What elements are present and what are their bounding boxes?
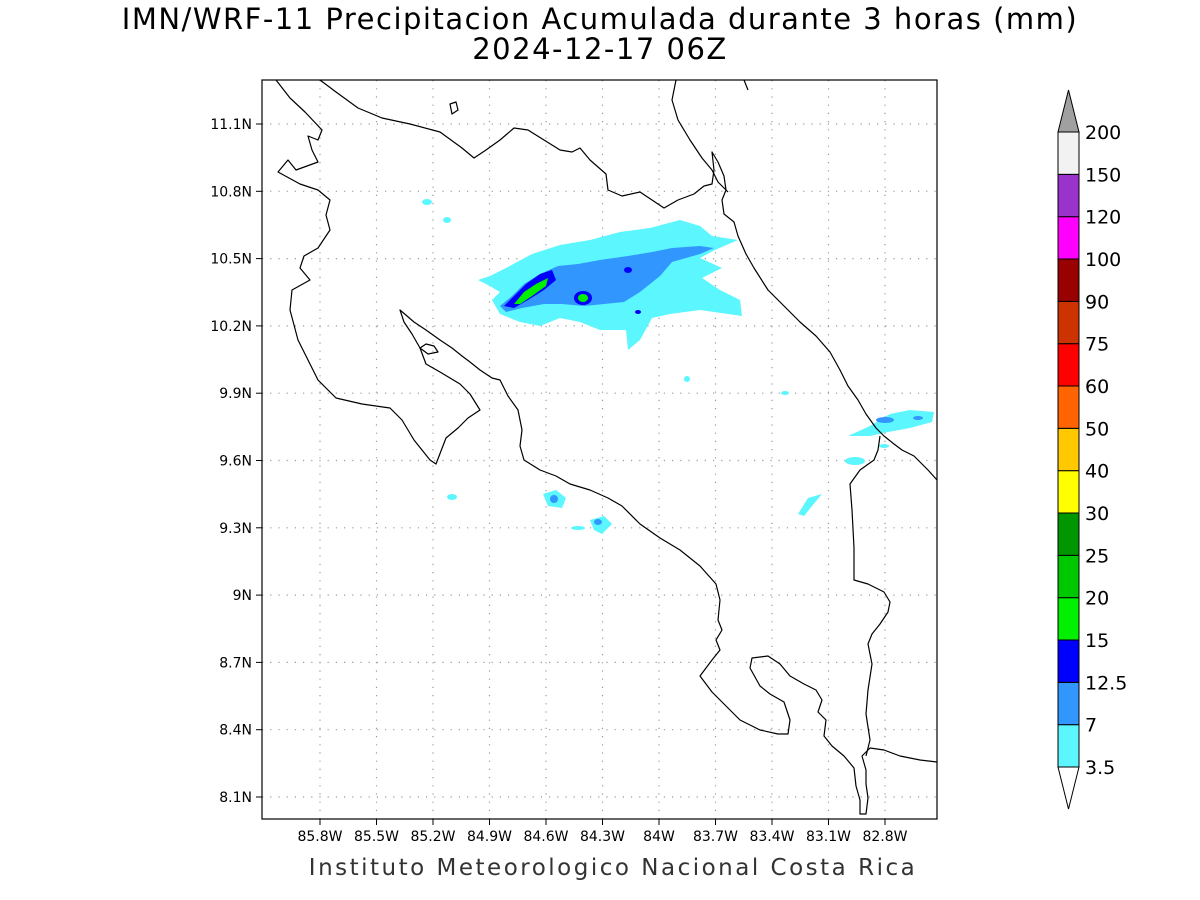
colorbar-swatch	[1057, 681, 1080, 726]
colorbar-swatch	[1057, 597, 1080, 641]
footer-credit: Instituto Meteorologico Nacional Costa R…	[308, 855, 918, 881]
colorbar-swatch	[1057, 173, 1080, 218]
lat-tick-label: 9N	[233, 588, 252, 604]
nicaragua-lake-shore	[275, 79, 938, 815]
lon-tick-label: 84W	[643, 829, 675, 845]
colorbar-swatch	[1057, 724, 1080, 768]
colorbar-level-label: 75	[1085, 334, 1109, 356]
colorbar-swatch	[1057, 470, 1080, 514]
precip-cell-e3	[879, 444, 889, 448]
nicaragua-border	[671, 79, 729, 193]
lon-tick-label: 85.2W	[410, 829, 455, 845]
colorbar-level-label: 100	[1085, 249, 1121, 271]
colorbar-swatch	[1057, 385, 1080, 429]
map-axes: 85.8W 85.5W 85.2W 84.9W 84.6W 84.3W 84W 83.7W 83…	[210, 117, 907, 845]
lon-tick-label: 85.8W	[297, 829, 342, 845]
colorbar-swatch	[1057, 427, 1080, 472]
precip-cell-c2	[781, 391, 789, 395]
precip-cell-e2	[845, 457, 865, 465]
colorbar-level-label: 12.5	[1085, 672, 1127, 694]
colorbar-level-label: 90	[1085, 291, 1109, 313]
lat-tick-label: 10.2N	[210, 319, 252, 335]
lat-tick-label: 11.1N	[210, 117, 252, 133]
precip-cell-s4-core	[594, 519, 602, 525]
colorbar-level-label: 7	[1085, 715, 1097, 737]
lon-tick-label: 83.4W	[749, 829, 794, 845]
colorbar-level-label: 50	[1085, 418, 1109, 440]
colorbar-bottom-arrow	[1057, 766, 1080, 810]
map-title: IMN/WRF-11 Precipitacion Acumulada duran…	[121, 2, 1079, 36]
colorbar: 3.5 7 12.5 15 20 25 30 40 50 60 75 90 100 120 150 200	[1057, 89, 1127, 810]
colorbar-top-arrow	[1057, 89, 1080, 133]
colorbar-swatch	[1057, 216, 1080, 260]
coastlines	[275, 79, 938, 815]
precip-cell-e4	[798, 494, 822, 516]
precip-cell-n2	[443, 217, 451, 223]
colorbar-level-label: 25	[1085, 545, 1109, 567]
precip-12p5-cell-3	[635, 310, 641, 314]
colorbar-level-label: 30	[1085, 503, 1109, 525]
island	[419, 343, 439, 355]
lat-tick-label: 10.8N	[210, 184, 252, 200]
lon-tick-label: 83.7W	[693, 829, 738, 845]
map-frame	[261, 79, 938, 820]
colorbar-swatch	[1057, 131, 1080, 175]
lat-tick-label: 10.5N	[210, 252, 252, 268]
colorbar-level-label: 15	[1085, 630, 1109, 652]
colorbar-swatch	[1057, 639, 1080, 683]
precip-cell-s1	[447, 494, 457, 500]
precip-cell-c1	[684, 376, 690, 382]
north-coast	[319, 79, 938, 481]
precip-15-cell	[578, 294, 588, 302]
precip-cell-n1	[422, 199, 432, 205]
lon-tick-label: 84.6W	[523, 829, 568, 845]
map-subtitle: 2024-12-17 06Z	[472, 32, 728, 66]
lon-tick-label: 84.3W	[580, 829, 625, 845]
colorbar-level-label: 60	[1085, 376, 1109, 398]
precip-cell-s4	[590, 516, 612, 534]
lat-tick-label: 8.7N	[219, 655, 252, 671]
lon-tick-label: 83.1W	[806, 829, 851, 845]
lat-tick-label: 8.4N	[219, 723, 252, 739]
lat-tick-label: 9.6N	[219, 454, 252, 470]
colorbar-swatch	[1057, 258, 1080, 302]
colorbar-level-label: 3.5	[1085, 757, 1115, 779]
lat-tick-label: 9.9N	[219, 386, 252, 402]
colorbar-swatch	[1057, 343, 1080, 387]
colorbar-level-label: 150	[1085, 164, 1121, 186]
colorbar-level-label: 40	[1085, 461, 1109, 483]
map-grid	[262, 80, 937, 819]
colorbar-level-label: 20	[1085, 588, 1109, 610]
colorbar-swatch	[1057, 300, 1080, 345]
precip-cell-s2-core	[550, 495, 558, 503]
precip-cell-e1-core	[876, 417, 894, 423]
precip-cell-e1	[848, 410, 934, 436]
precip-cell-s3	[571, 526, 585, 530]
colorbar-swatch	[1057, 554, 1080, 599]
lat-tick-label: 8.1N	[219, 790, 252, 806]
precip-7-main	[500, 246, 714, 312]
lon-tick-label: 84.9W	[467, 829, 512, 845]
lat-tick-label: 9.3N	[219, 521, 252, 537]
precip-15-core	[514, 278, 548, 304]
inner-gulf	[743, 79, 749, 91]
precip-cell-e1-core2	[913, 416, 923, 420]
lon-tick-label: 85.5W	[354, 829, 399, 845]
lake-island	[449, 101, 459, 115]
panama-border	[849, 435, 891, 757]
lon-tick-label: 82.8W	[862, 829, 907, 845]
precipitation-fields	[422, 199, 934, 534]
colorbar-level-label: 120	[1085, 207, 1121, 229]
colorbar-level-label: 200	[1085, 122, 1121, 144]
precip-12p5-cell-2	[624, 267, 632, 273]
colorbar-swatch	[1057, 512, 1080, 556]
